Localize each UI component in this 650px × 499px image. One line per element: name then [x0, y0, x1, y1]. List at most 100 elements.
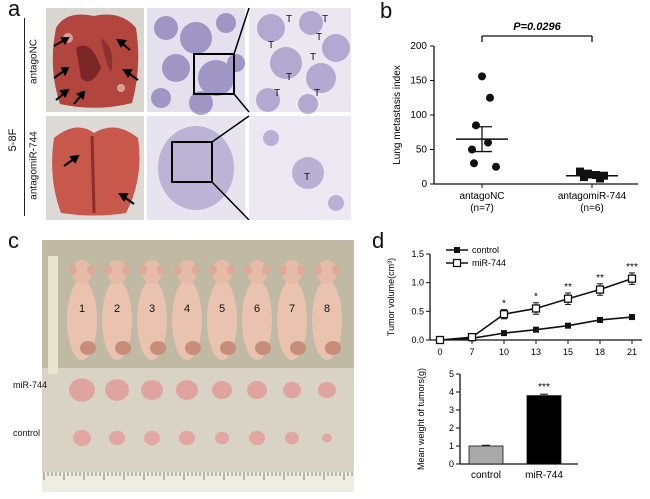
data-point [486, 93, 494, 102]
y-tick-label: 3 [449, 405, 454, 415]
data-point [501, 330, 507, 337]
legend-marker [452, 258, 462, 268]
data-point [597, 316, 603, 323]
mouse-ear [227, 265, 235, 275]
tumor-control [215, 431, 229, 445]
x-tick-label: (n=7) [470, 203, 494, 214]
mouse-ear [69, 265, 77, 275]
data-point [627, 274, 637, 283]
x-tick-label: antagomiR-744 [558, 191, 627, 202]
data-point [472, 121, 480, 130]
data-point [565, 322, 571, 329]
mouse-number: 2 [114, 303, 120, 315]
mouse-body [67, 280, 97, 360]
legend-label: control [472, 245, 499, 255]
mouse-body [137, 280, 167, 360]
arrow-icons [53, 37, 139, 105]
data-point [629, 314, 635, 321]
tumor-row-label-control: control [13, 428, 41, 438]
mouse-ear [122, 265, 130, 275]
y-tick-label: 0 [421, 179, 427, 190]
y-tick-label: 1.5 [411, 249, 424, 259]
data-point [595, 285, 605, 294]
mouse-number: 8 [324, 303, 330, 315]
data-point [492, 162, 500, 171]
y-tick-label: 100 [410, 110, 427, 121]
tumor-marker: T [304, 172, 310, 183]
data-point [499, 310, 509, 319]
tumor-marker: T [310, 52, 316, 63]
zoom-box-antagonc [193, 53, 235, 95]
tumor-control [73, 429, 91, 447]
tumor-marker: T [286, 72, 292, 83]
histology-low-antagomir [147, 116, 245, 220]
mouse-ear [209, 265, 217, 275]
legend-marker [454, 247, 460, 253]
row-label-antagonc: antagoNC [24, 18, 44, 113]
data-point [470, 159, 478, 168]
mouse-head [317, 260, 337, 284]
mouse-number: 7 [289, 303, 295, 315]
y-tick-label: 1 [449, 441, 454, 451]
tumor-control [322, 433, 332, 443]
data-point [531, 304, 541, 313]
data-point [467, 332, 477, 342]
y-axis-title: Tumor volume(cm³) [386, 258, 396, 336]
mouse-head [72, 260, 92, 284]
y-tick-label: 1.0 [411, 278, 424, 288]
y-tick-label: 2 [449, 423, 454, 433]
mouse-tumor [290, 341, 306, 355]
x-tick-label: 13 [531, 347, 541, 357]
zoom-box-antagomir [171, 141, 213, 183]
y-tick-label: 0 [449, 459, 454, 469]
tumor-control [144, 430, 160, 446]
metastasis-scatter-chart: 0 50 100 150 200 Lung metastasis index antagoN… [392, 21, 638, 214]
mouse-head [282, 260, 302, 284]
mouse-ear [87, 265, 95, 275]
mouse-ear [244, 265, 252, 275]
tumor-marker: T [322, 14, 328, 25]
significance-star: ** [564, 282, 572, 293]
mouse-ear [314, 265, 322, 275]
data-point [484, 138, 492, 147]
mouse-body [207, 280, 237, 360]
significance-star: * [502, 299, 506, 310]
mouse-ear [157, 265, 165, 275]
tumor-mir744 [176, 380, 198, 400]
x-tick-label: 15 [563, 347, 573, 357]
x-tick-label: miR-744 [525, 470, 563, 481]
mouse-ear [332, 265, 340, 275]
bottom-ruler [42, 472, 354, 492]
cell-line-text: 5-8F [7, 128, 19, 152]
y-tick-label: 4 [449, 387, 454, 397]
mouse-body [312, 280, 342, 360]
panel-letter-b: b [380, 0, 393, 23]
side-ruler [48, 256, 58, 374]
mouse-tumor [150, 341, 166, 355]
histology-high-antagomir [249, 116, 351, 220]
mouse-head [107, 260, 127, 284]
tumor-marker: T [314, 88, 320, 99]
tumor-mir744 [69, 378, 95, 402]
data-point [533, 326, 539, 333]
tumor-marker: T [274, 88, 280, 99]
row-label-antagomir-text: antagomiR-744 [28, 131, 40, 200]
mice-photo: 1122334455667788 [42, 240, 354, 492]
bar [468, 445, 504, 465]
mouse-ear [262, 265, 270, 275]
row-label-antagonc-text: antagoNC [28, 38, 40, 85]
x-tick-label: antagoNC [459, 191, 504, 202]
mouse-number: 1 [79, 303, 85, 315]
tumor-mir744 [318, 381, 336, 399]
row-label-antagomir: antagomiR-744 [24, 118, 44, 216]
y-axis-title: Lung metastasis index [392, 65, 403, 165]
tumor-mir744 [105, 379, 129, 401]
y-tick-label: 200 [410, 41, 427, 52]
panel-letter-d: d [372, 228, 385, 253]
data-point [563, 294, 573, 303]
mouse-tumor [185, 341, 201, 355]
data-point [576, 167, 584, 176]
mouse-number: 6 [254, 303, 260, 315]
significance-star: *** [626, 262, 638, 273]
tumor-mir744 [141, 380, 163, 400]
